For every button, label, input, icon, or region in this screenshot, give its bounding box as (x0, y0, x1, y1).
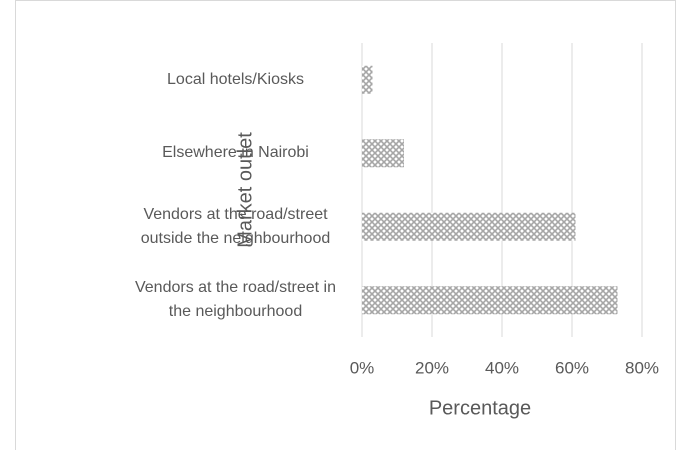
x-tick-label: 0% (350, 358, 375, 377)
bar (362, 139, 404, 168)
x-tick-label: 60% (555, 358, 589, 377)
x-tick-label: 20% (415, 358, 449, 377)
chart-border (15, 0, 676, 450)
x-tick-label: 40% (485, 358, 519, 377)
bar (362, 212, 576, 241)
bar (362, 65, 373, 94)
y-tick-label: Vendors at the road/street outside the n… (140, 205, 331, 247)
y-axis-label: Market outlet (234, 132, 256, 248)
bar (362, 286, 618, 315)
y-tick-label: Vendors at the road/street in the neighb… (134, 279, 336, 321)
y-tick-label: Local hotels/Kiosks (167, 70, 304, 88)
y-tick-label: Elsewhere in Nairobi (162, 144, 309, 162)
x-tick-label: 80% (625, 358, 659, 377)
x-axis-label: Percentage (429, 397, 531, 419)
